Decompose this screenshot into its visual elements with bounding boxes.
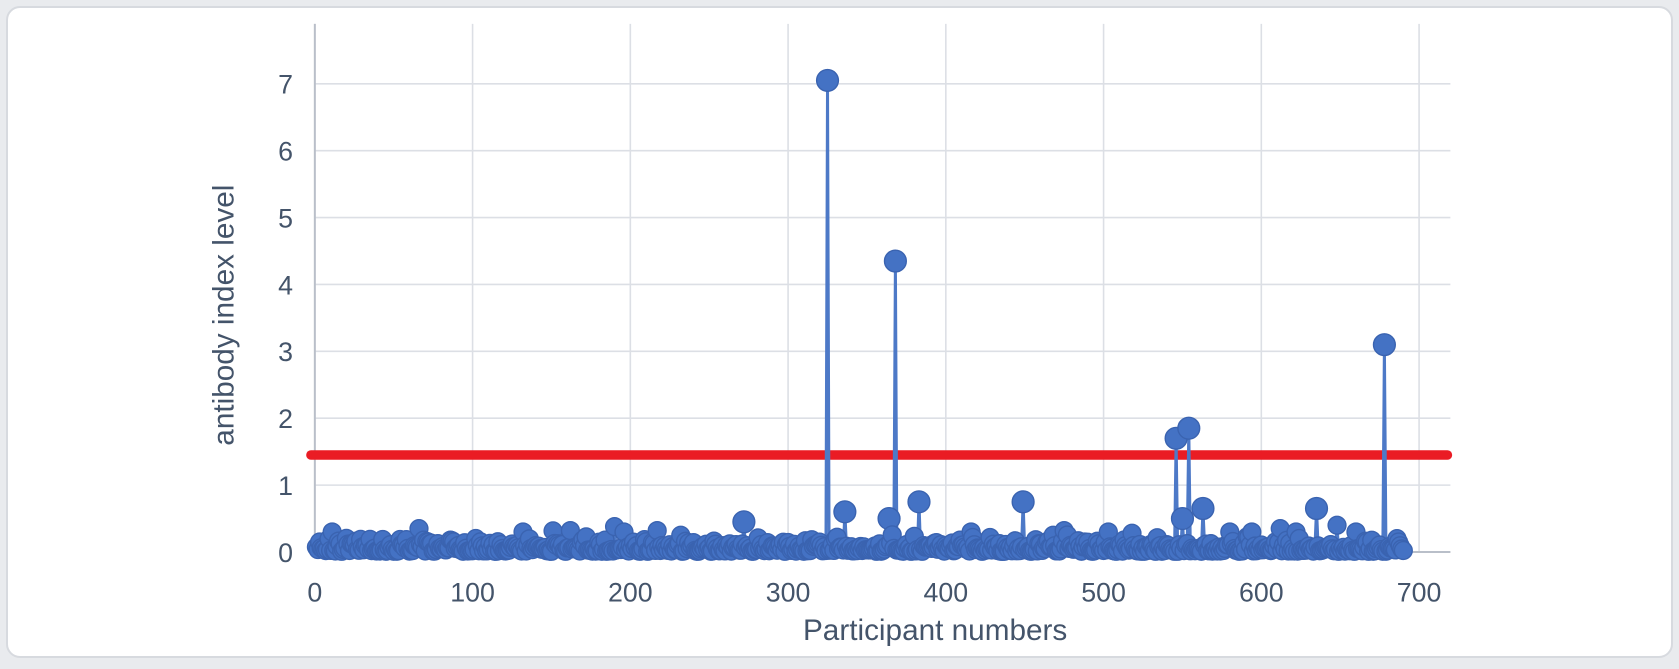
data-point bbox=[1177, 416, 1201, 440]
chart-figure-card: 0 100 200 300 400 500 600 700 0 1 2 3 4 5 6 7 antibody … bbox=[6, 6, 1673, 658]
y-tick-label: 2 bbox=[278, 404, 293, 434]
x-tick-label: 700 bbox=[1397, 578, 1442, 608]
x-tick-label: 400 bbox=[924, 578, 969, 608]
data-point bbox=[1304, 496, 1329, 521]
y-tick-label: 5 bbox=[278, 203, 293, 233]
y-tick-label: 4 bbox=[278, 270, 293, 300]
y-axis-title: antibody index level bbox=[208, 185, 241, 446]
y-tick-label: 1 bbox=[278, 471, 293, 501]
antibody-index-chart: 0 100 200 300 400 500 600 700 0 1 2 3 4 5 6 7 antibody … bbox=[208, 23, 1453, 647]
data-point bbox=[1393, 540, 1413, 561]
y-tick-label: 3 bbox=[278, 337, 293, 367]
data-point bbox=[1011, 490, 1035, 514]
data-point bbox=[1372, 333, 1396, 357]
data-point bbox=[815, 68, 840, 93]
data-series bbox=[306, 68, 1413, 561]
x-tick-label: 500 bbox=[1081, 578, 1126, 608]
x-axis-title: Participant numbers bbox=[803, 614, 1067, 647]
data-point bbox=[907, 490, 931, 514]
x-tick-label: 300 bbox=[766, 578, 811, 608]
data-point bbox=[732, 510, 756, 534]
y-tick-label: 7 bbox=[278, 70, 293, 100]
x-tick-label: 200 bbox=[608, 578, 653, 608]
y-tick-label: 0 bbox=[278, 538, 293, 568]
gridlines bbox=[314, 23, 1451, 553]
data-point bbox=[1191, 496, 1215, 521]
x-tick-label: 100 bbox=[450, 578, 495, 608]
axis-lines bbox=[310, 23, 1451, 556]
data-point bbox=[883, 249, 907, 273]
tick-labels: 0 100 200 300 400 500 600 700 0 1 2 3 4 5 6 7 bbox=[278, 70, 1441, 608]
x-tick-label: 0 bbox=[307, 578, 322, 608]
data-point bbox=[833, 500, 857, 524]
data-point bbox=[1170, 507, 1195, 531]
data-point bbox=[1327, 515, 1347, 535]
x-tick-label: 600 bbox=[1239, 578, 1284, 608]
y-tick-label: 6 bbox=[278, 137, 293, 167]
